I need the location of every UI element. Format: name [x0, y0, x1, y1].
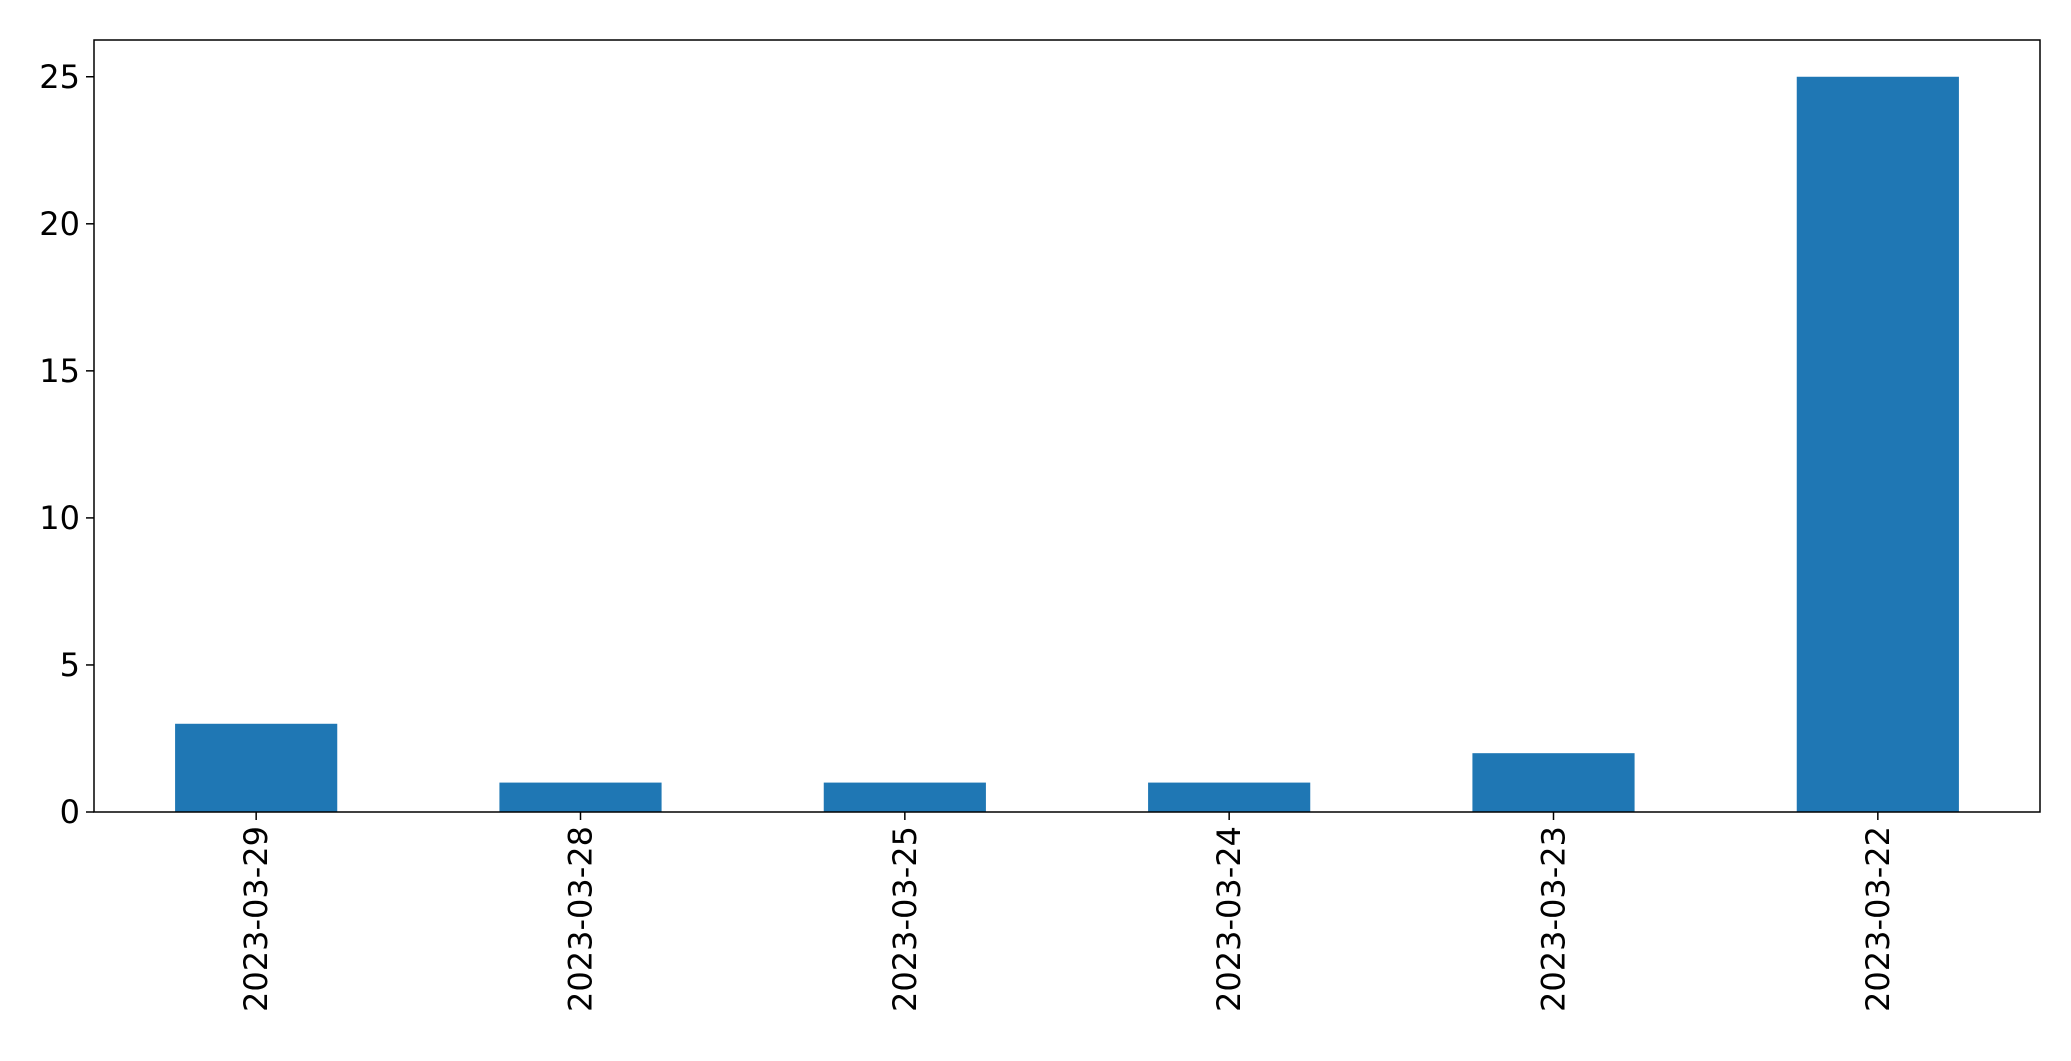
bar [175, 723, 338, 812]
y-tick-label: 5 [60, 646, 80, 684]
bar [499, 782, 662, 812]
y-tick-label: 0 [60, 793, 80, 831]
x-tick-label: 2023-03-29 [237, 826, 275, 1012]
x-tick-label: 2023-03-28 [562, 826, 600, 1012]
x-axis: 2023-03-29 2023-03-28 2023-03-25 2023-03-24… [237, 812, 1897, 1012]
x-tick-label: 2023-03-25 [886, 826, 924, 1012]
y-axis: 0 5 10 15 20 25 [39, 58, 94, 831]
y-tick-label: 20 [39, 205, 80, 243]
bar [823, 782, 986, 812]
y-tick-label: 25 [39, 58, 80, 96]
x-tick-label: 2023-03-24 [1210, 826, 1248, 1012]
bars [175, 76, 1959, 812]
x-tick-label: 2023-03-23 [1535, 826, 1573, 1012]
y-tick-label: 10 [39, 499, 80, 537]
bar [1148, 782, 1311, 812]
x-tick-label: 2023-03-22 [1859, 826, 1897, 1012]
bar [1796, 76, 1959, 812]
bar [1472, 753, 1635, 812]
plot-frame [93, 39, 2041, 813]
y-tick-label: 15 [39, 352, 80, 390]
